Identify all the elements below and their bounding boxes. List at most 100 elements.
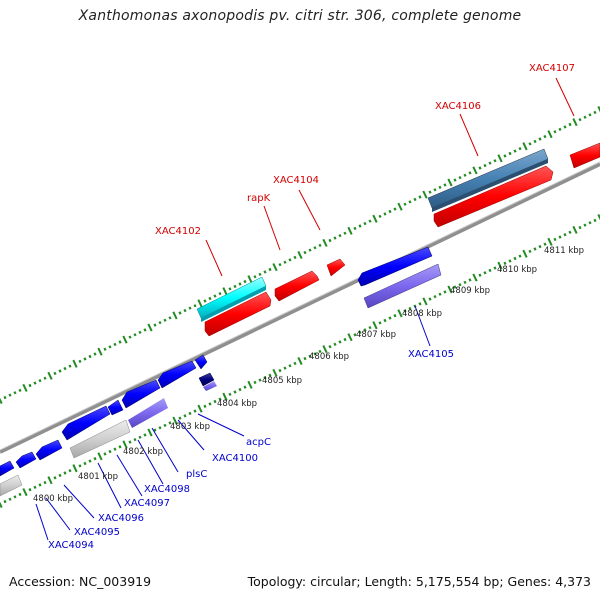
ruler-major-tick bbox=[297, 356, 303, 366]
ruler-minor-tick bbox=[458, 283, 462, 287]
ruler-minor-tick bbox=[433, 188, 437, 192]
gene-label-xac4095[interactable]: XAC4095 bbox=[74, 527, 120, 538]
ruler-minor-tick bbox=[63, 366, 67, 371]
gene-label-xac4102[interactable]: XAC4102 bbox=[155, 226, 201, 237]
ruler-minor-tick bbox=[478, 273, 482, 277]
ruler-minor-tick bbox=[343, 337, 347, 342]
gene-label-rapk[interactable]: rapK bbox=[247, 193, 271, 204]
gene-red-2[interactable] bbox=[433, 165, 554, 228]
ruler-minor-tick bbox=[288, 364, 292, 368]
ruler-minor-tick bbox=[243, 385, 247, 389]
gene-label-xac4105[interactable]: XAC4105 bbox=[408, 349, 454, 360]
ruler-major-tick bbox=[272, 263, 278, 272]
ruler-minor-tick bbox=[313, 352, 317, 356]
gene-label-xac4094[interactable]: XAC4094 bbox=[48, 540, 94, 551]
inner-ruler bbox=[0, 213, 600, 509]
gene-xac4094[interactable] bbox=[15, 451, 37, 469]
ruler-minor-tick bbox=[53, 371, 57, 376]
gene-label-xac4107[interactable]: XAC4107 bbox=[529, 63, 575, 74]
ruler-minor-tick bbox=[318, 349, 322, 354]
ruler-minor-tick bbox=[588, 113, 592, 117]
ruler-minor-tick bbox=[343, 231, 347, 235]
topology-text: Topology: circular; Length: 5,175,554 bp… bbox=[247, 574, 591, 589]
ruler-minor-tick bbox=[103, 452, 107, 456]
ruler-minor-tick bbox=[378, 214, 382, 219]
ruler-minor-tick bbox=[213, 294, 217, 298]
ruler-minor-tick bbox=[218, 397, 222, 401]
gene-xac4107[interactable] bbox=[569, 142, 600, 169]
ruler-minor-tick bbox=[403, 309, 407, 313]
ruler-major-tick bbox=[497, 154, 503, 163]
ruler-major-tick bbox=[22, 383, 28, 392]
gene-xac4096[interactable] bbox=[61, 405, 111, 441]
ruler-minor-tick bbox=[258, 378, 262, 382]
feature-grey-1[interactable] bbox=[69, 419, 131, 459]
ruler-minor-tick bbox=[538, 244, 542, 249]
ruler-minor-tick bbox=[428, 297, 432, 301]
ruler-major-tick bbox=[372, 321, 378, 330]
ruler-minor-tick bbox=[483, 163, 487, 168]
gene-label-acpc[interactable]: acpC bbox=[246, 437, 271, 448]
ruler-minor-tick bbox=[253, 380, 257, 385]
gene-label-xac4097[interactable]: XAC4097 bbox=[124, 498, 170, 509]
ruler-minor-tick bbox=[68, 468, 72, 473]
gene-red-1[interactable] bbox=[204, 291, 272, 337]
ruler-major-tick bbox=[472, 273, 478, 282]
ruler-major-tick bbox=[197, 404, 203, 413]
gene-plsc[interactable] bbox=[157, 360, 197, 389]
gene-label-xac4100[interactable]: XAC4100 bbox=[212, 453, 258, 464]
ruler-minor-tick bbox=[163, 318, 167, 322]
ruler-minor-tick bbox=[468, 278, 472, 282]
ruler-minor-tick bbox=[278, 368, 282, 373]
ruler-minor-tick bbox=[288, 258, 292, 262]
ruler-minor-tick bbox=[178, 311, 182, 315]
gene-label-xac4104[interactable]: XAC4104 bbox=[273, 175, 319, 186]
ruler-major-tick bbox=[47, 371, 53, 380]
ruler-minor-tick bbox=[63, 471, 67, 475]
ruler-minor-tick bbox=[508, 151, 512, 156]
ruler-minor-tick bbox=[388, 209, 392, 214]
ruler-major-tick bbox=[397, 309, 403, 318]
ruler-minor-tick bbox=[328, 345, 332, 349]
ruler-minor-tick bbox=[453, 178, 457, 182]
ruler-major-tick bbox=[522, 142, 528, 151]
ruler-minor-tick bbox=[493, 266, 497, 270]
gene-xac4098[interactable] bbox=[121, 379, 161, 409]
ruler-minor-tick bbox=[308, 354, 312, 358]
ruler-major-tick bbox=[347, 333, 353, 342]
ruler-major-tick bbox=[322, 345, 328, 354]
ruler-minor-tick bbox=[263, 270, 267, 274]
ruler-minor-tick bbox=[378, 321, 382, 325]
ruler-major-tick bbox=[572, 118, 578, 127]
ruler-minor-tick bbox=[238, 282, 242, 286]
ruler-major-tick bbox=[197, 299, 203, 308]
gene-xac4100[interactable] bbox=[198, 372, 215, 387]
feature-xac4105-region[interactable] bbox=[363, 263, 442, 309]
gene-xac4104[interactable] bbox=[326, 258, 346, 277]
ruler-minor-tick bbox=[458, 175, 462, 180]
ruler-minor-tick bbox=[83, 461, 87, 466]
ruler-major-tick bbox=[247, 380, 253, 389]
ruler-minor-tick bbox=[113, 342, 117, 347]
ruler-minor-tick bbox=[588, 221, 592, 225]
gene-acpc[interactable] bbox=[194, 354, 208, 370]
gene-xac4097[interactable] bbox=[107, 399, 124, 416]
ruler-major-tick bbox=[547, 130, 553, 139]
ruler-minor-tick bbox=[253, 275, 257, 279]
ruler-minor-tick bbox=[558, 127, 562, 132]
gene-rapk[interactable] bbox=[274, 270, 320, 302]
ruler-minor-tick bbox=[593, 218, 597, 223]
ruler-minor-tick bbox=[28, 383, 32, 388]
gene-label-plsc[interactable]: plsC bbox=[186, 469, 207, 480]
gene-label-xac4096[interactable]: XAC4096 bbox=[98, 513, 144, 524]
ruler-minor-tick bbox=[188, 411, 192, 416]
ruler-minor-tick bbox=[58, 369, 62, 373]
gene-xac4095[interactable] bbox=[35, 439, 63, 461]
gene-label-xac4098[interactable]: XAC4098 bbox=[144, 484, 190, 495]
ruler-minor-tick bbox=[443, 183, 447, 187]
gene-xac4105[interactable] bbox=[357, 246, 433, 287]
ruler-major-tick bbox=[422, 297, 428, 306]
gene-label-xac4106[interactable]: XAC4106 bbox=[435, 101, 481, 112]
ruler-minor-tick bbox=[593, 110, 597, 115]
feature-grey-2[interactable] bbox=[0, 474, 23, 497]
